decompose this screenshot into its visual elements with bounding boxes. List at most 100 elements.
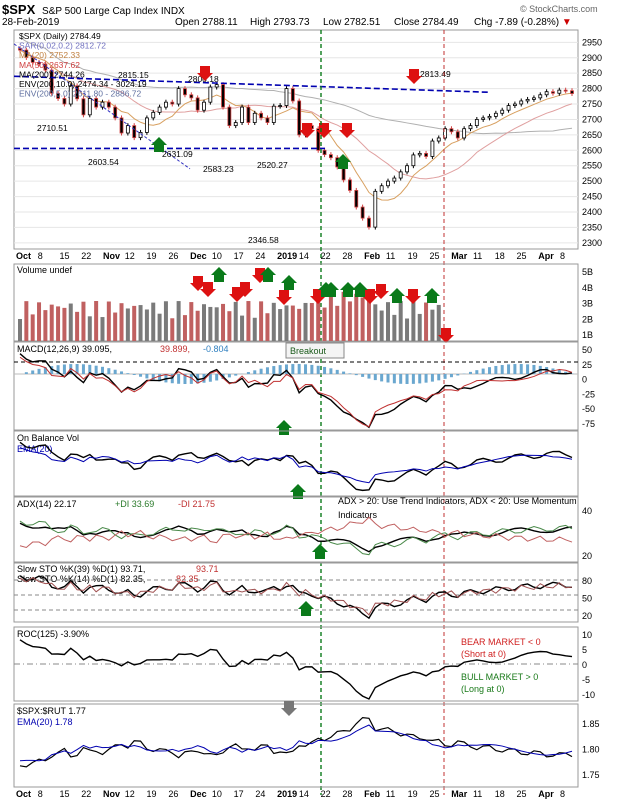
volume-bar bbox=[398, 301, 403, 341]
macd-histogram-bar bbox=[310, 364, 314, 374]
volume-bar bbox=[151, 302, 156, 341]
price-annotation: 2583.23 bbox=[203, 164, 234, 174]
macd-histogram-bar bbox=[24, 372, 28, 374]
x-axis-label: 26 bbox=[168, 251, 178, 261]
main-legend-entry: ENV(200,5.0) 2611.80 - 2886.72 bbox=[19, 89, 142, 99]
chart-header-line1: $SPX S&P 500 Large Cap Index INDX © Stoc… bbox=[0, 2, 620, 17]
candle-body bbox=[348, 179, 352, 191]
macd-histogram-bar bbox=[50, 366, 54, 374]
volume-bar bbox=[56, 306, 61, 341]
volume-bar bbox=[227, 311, 232, 341]
candle-body bbox=[189, 94, 194, 99]
buy-arrow-icon bbox=[335, 154, 351, 169]
x-axis-label-bottom: Feb bbox=[364, 789, 381, 799]
macd-histogram-bar bbox=[88, 364, 92, 374]
price-panel-frame bbox=[13, 29, 579, 250]
candle-body bbox=[379, 185, 384, 192]
candle-body bbox=[538, 94, 543, 99]
volume-bar bbox=[94, 301, 99, 341]
high-label: High bbox=[250, 17, 271, 28]
price-annotation: 2813.49 bbox=[420, 69, 451, 79]
macd-histogram-bar bbox=[62, 364, 66, 374]
volume-bar bbox=[81, 301, 86, 341]
x-axis-label-bottom: 12 bbox=[125, 789, 135, 799]
candle-body bbox=[373, 190, 378, 228]
x-axis-label-bottom: 25 bbox=[516, 789, 526, 799]
obv-ema-line bbox=[19, 447, 573, 484]
macd-histogram-bar bbox=[323, 366, 327, 374]
macd-histogram-bar bbox=[158, 374, 162, 382]
volume-bar bbox=[176, 301, 181, 341]
volume-bar bbox=[30, 314, 35, 341]
candle-body bbox=[386, 180, 390, 187]
x-axis-label-bottom: Oct bbox=[16, 789, 31, 799]
volume-bar bbox=[246, 301, 251, 341]
candle-body bbox=[500, 109, 505, 114]
price-tick-label: 2500 bbox=[582, 176, 602, 186]
sell-arrow-icon bbox=[373, 284, 389, 299]
macd-histogram-bar bbox=[113, 369, 117, 374]
macd-histogram-bar bbox=[488, 367, 492, 374]
ratio-ema-line bbox=[19, 724, 573, 762]
plus-di-line bbox=[19, 520, 573, 556]
volume-bar bbox=[119, 303, 124, 341]
volume-bar bbox=[189, 302, 194, 341]
x-axis-label: 17 bbox=[234, 251, 244, 261]
volume-bar bbox=[132, 305, 137, 341]
sell-arrow-icon bbox=[276, 290, 292, 305]
volume-bar bbox=[125, 308, 130, 341]
bear-note-2: (Short at 0) bbox=[461, 649, 506, 659]
volume-bar bbox=[341, 291, 346, 341]
macd-histogram-bar bbox=[259, 368, 263, 374]
buy-arrow-icon bbox=[290, 484, 306, 499]
candle-body bbox=[570, 90, 574, 94]
volume-bar bbox=[68, 303, 73, 341]
x-axis-label-bottom: 22 bbox=[81, 789, 91, 799]
x-axis-label: 11 bbox=[473, 251, 482, 261]
macd-histogram-bar bbox=[564, 371, 568, 374]
x-axis-label-bottom: 15 bbox=[60, 789, 70, 799]
x-axis-label: 22 bbox=[321, 251, 331, 261]
price-tick-label: 2850 bbox=[582, 68, 602, 78]
candle-body bbox=[532, 97, 536, 100]
volume-bar bbox=[322, 307, 327, 341]
macd-axis-label: 50 bbox=[582, 345, 592, 355]
buy-arrow-icon bbox=[389, 288, 405, 303]
macd-histogram-bar bbox=[532, 364, 536, 374]
sto-axis-label: 20 bbox=[582, 611, 592, 621]
volume-bar bbox=[411, 301, 416, 341]
bull-note-2: (Long at 0) bbox=[461, 684, 505, 694]
macd-label: MACD(12,26,9) 39.095, bbox=[17, 344, 112, 354]
volume-bar bbox=[113, 312, 118, 341]
main-legend-entry: ENV(200,10.0) 2474.34 - 3024.19 bbox=[19, 79, 147, 89]
candle-body bbox=[468, 125, 473, 130]
candle-body bbox=[265, 117, 270, 123]
candle-body bbox=[81, 98, 86, 116]
macd-histogram-bar bbox=[430, 374, 434, 382]
price-tick-label: 2650 bbox=[582, 130, 602, 140]
x-axis-label: Dec bbox=[190, 251, 207, 261]
sto-k14-line bbox=[19, 576, 573, 616]
macd-axis-label: -25 bbox=[582, 389, 595, 399]
price-tick-label: 2950 bbox=[582, 37, 602, 47]
x-axis-label-bottom: 2019 bbox=[277, 789, 297, 799]
roc-axis-label: -10 bbox=[582, 690, 595, 700]
macd-histogram-bar bbox=[253, 370, 257, 374]
candle-body bbox=[557, 89, 562, 94]
buy-arrow-icon bbox=[424, 288, 440, 303]
macd-hist-value: -0.804 bbox=[203, 344, 229, 354]
roc-axis-label: 0 bbox=[582, 660, 587, 670]
macd-histogram-bar bbox=[367, 374, 371, 379]
ratio-line bbox=[19, 716, 573, 768]
x-axis-label-bottom: 14 bbox=[299, 789, 309, 799]
candle-body bbox=[417, 152, 422, 156]
volume-bar bbox=[347, 301, 352, 341]
macd-histogram-bar bbox=[56, 365, 60, 374]
macd-histogram-bar bbox=[37, 368, 41, 374]
breakout-note-box bbox=[285, 342, 345, 359]
volume-bar bbox=[328, 291, 333, 341]
buy-arrow-icon bbox=[340, 282, 356, 297]
volume-axis-label: 4B bbox=[582, 283, 593, 293]
price-tick-label: 2900 bbox=[582, 53, 602, 63]
